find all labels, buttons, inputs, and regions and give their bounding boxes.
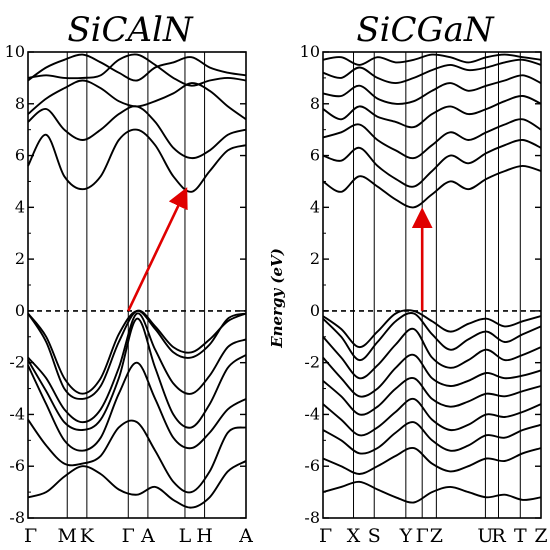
sicgan-band-0: [322, 309, 542, 349]
sicgan-ytick-label: 0: [310, 301, 320, 320]
sicgan-band-5: [322, 397, 542, 437]
sicaln-band-8: [27, 105, 247, 160]
sicgan-band-2: [322, 327, 542, 380]
sicgan-band-6: [322, 421, 542, 455]
sicgan-title: SiCGaN: [356, 10, 495, 50]
sicgan-kpoint-label: Z: [430, 525, 443, 547]
sicaln-kpoint-label: K: [80, 525, 95, 547]
sicaln-bands: [27, 53, 247, 509]
sicaln-kpoint-label: M: [58, 525, 77, 547]
sicaln-kpoint-lines: [66, 52, 206, 518]
sicgan-ytick-label: -8: [304, 508, 320, 527]
sicgan-kpoint-label: Γ: [319, 525, 332, 547]
sicgan-band-14: [322, 58, 542, 85]
sicgan-kpoint-label: Γ: [416, 525, 429, 547]
sicaln-y-axis: -8 -6 -4 -2 0 2 4 6 8 10: [5, 42, 246, 527]
sicaln-title: SiCAlN: [67, 10, 194, 50]
sicaln-plot-frame: [27, 51, 247, 519]
sicaln-band-5: [27, 419, 247, 494]
sicaln-kpoint-label: Γ: [24, 525, 37, 547]
sicaln-kpoint-label: L: [179, 525, 192, 547]
sicgan-kpoint-label: R: [491, 525, 506, 547]
sicgan-kpoint-label: U: [477, 525, 493, 547]
sicgan-ytick-label: 6: [310, 146, 320, 165]
sicgan-ytick-label: 10: [300, 42, 320, 61]
sicgan-kpoint-label: Z: [534, 525, 547, 547]
sicaln-ytick-label: 10: [5, 42, 25, 61]
sicaln-band-2: [27, 312, 247, 424]
sicaln-kpoint-label: A: [238, 525, 253, 547]
sicgan-kpoint-label: X: [347, 525, 361, 547]
sicgan-ytick-label: -4: [304, 404, 320, 423]
sicgan-plot-frame: [322, 51, 542, 519]
sicaln-band-3: [27, 317, 247, 431]
sicaln-ytick-label: 2: [15, 249, 25, 268]
sicgan-kpoint-label: S: [368, 525, 381, 547]
sicgan-band-7: [322, 446, 542, 475]
sicgan-ytick-label: -2: [304, 353, 320, 372]
sicgan-x-axis: Γ X S Y Γ Z UR T Z: [319, 525, 548, 547]
sicgan-bands: [322, 53, 542, 504]
sicaln-band-10: [27, 53, 247, 82]
sicgan-band-13: [322, 74, 542, 105]
sicgan-ytick-label: 8: [310, 94, 320, 113]
sicgan-band-1: [322, 312, 542, 362]
sicgan-band-12: [322, 95, 542, 129]
sicaln-ytick-label: 8: [15, 94, 25, 113]
sicaln-kpoint-label: Γ: [122, 525, 135, 547]
sicaln-ytick-label: -6: [9, 456, 25, 475]
sicgan-kpoint-label: T: [514, 525, 527, 547]
sicgan-ytick-label: 2: [310, 249, 320, 268]
energy-axis-label: Energy (eV): [268, 248, 286, 349]
sicaln-ytick-label: -8: [9, 508, 25, 527]
sicaln-band-7: [27, 128, 247, 193]
sicgan-band-3: [322, 353, 542, 398]
sicaln-band-11: [27, 53, 247, 87]
sicgan-band-10: [322, 139, 542, 188]
sicaln-ytick-label: 0: [15, 301, 25, 320]
sicaln-ytick-label: 4: [15, 197, 25, 216]
sicaln-ytick-label: 6: [15, 146, 25, 165]
sicgan-band-11: [322, 118, 542, 160]
sicgan-kpoint-label: Y: [399, 525, 413, 547]
sicgan-ytick-label: -6: [304, 456, 320, 475]
sicaln-band-4: [27, 361, 247, 452]
sicgan-y-axis: -8 -6 -4 -2 0 2 4 6 8 10: [300, 42, 541, 527]
sicgan-ytick-label: 4: [310, 197, 320, 216]
sicgan-band-15: [322, 53, 542, 66]
sicaln-band-9: [27, 79, 247, 121]
sicaln-kpoint-label: H: [196, 525, 213, 547]
sicaln-kpoint-label: A: [140, 525, 155, 547]
sicaln-band-gap-arrow: [127, 187, 188, 312]
sicaln-band-6: [27, 460, 247, 509]
sicaln-band-1: [27, 309, 247, 400]
sicgan-band-8: [322, 480, 542, 504]
sicaln-ytick-label: -4: [9, 404, 25, 423]
sicaln-ytick-label: -2: [9, 353, 25, 372]
sicgan-band-9: [322, 164, 542, 209]
sicgan-band-4: [322, 377, 542, 416]
